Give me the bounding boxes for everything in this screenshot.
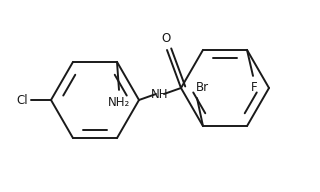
Text: O: O [161, 32, 171, 45]
Text: Br: Br [196, 81, 209, 94]
Text: NH₂: NH₂ [108, 96, 130, 109]
Text: F: F [251, 81, 257, 94]
Text: Cl: Cl [16, 94, 28, 107]
Text: NH: NH [151, 89, 169, 102]
